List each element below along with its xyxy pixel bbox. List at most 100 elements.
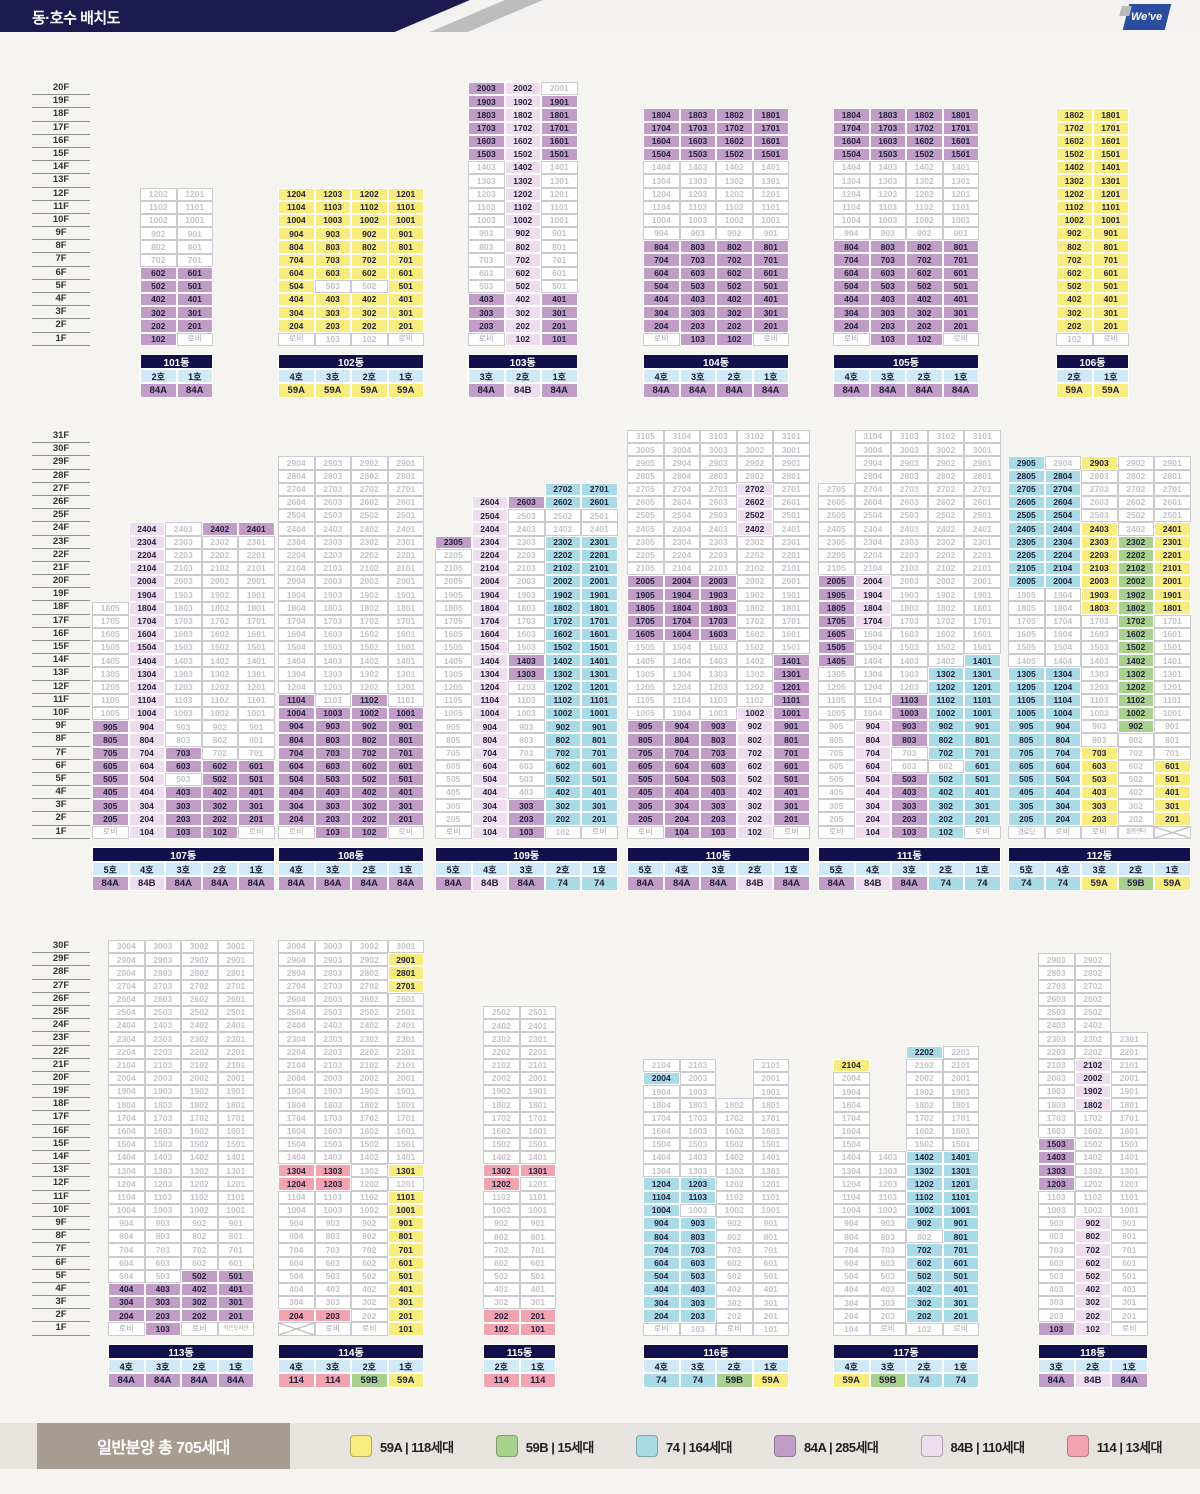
unit-cell: 1101: [581, 693, 618, 707]
floor-label: 30F: [32, 443, 90, 457]
unit-cell: 1402: [1117, 654, 1154, 668]
unit-cell: 2501: [964, 509, 1001, 523]
unit-cell: 1303: [165, 667, 202, 681]
floor-row: 2304 2303 2302 2301: [92, 535, 275, 549]
unit-cell: 1303: [869, 1164, 906, 1178]
unit-cell: 1002: [351, 706, 388, 721]
floor-label: 23F: [32, 536, 90, 549]
unit-cell: 2202: [201, 548, 238, 562]
unit-cell: 2004: [833, 1071, 870, 1086]
unit-type-label: 59A: [387, 383, 424, 398]
floor-row: 2302 2301: [483, 1032, 556, 1046]
floor-label: 11F: [32, 201, 90, 214]
unit-cell: 201: [541, 319, 578, 333]
floor-row: 1303 1302 1301: [468, 174, 578, 188]
floor-row: 605 604 603 602 601: [627, 759, 810, 773]
unit-column-label: 1호: [387, 369, 424, 383]
floor-row: 204 203 202 201: [278, 319, 424, 333]
unit-column-label: 1호: [1111, 1359, 1148, 1373]
unit-cell: 1001: [942, 213, 979, 228]
unit-cell: 801: [238, 733, 275, 747]
unit-cell: 1202: [483, 1177, 520, 1191]
unit-cell: 602: [351, 266, 388, 280]
floor-row: 2404 2403 2402 2401: [92, 522, 275, 536]
unit-cell: 602: [181, 1256, 218, 1270]
unit-cell: 1601: [752, 134, 789, 148]
unit-cell: 1802: [927, 601, 964, 615]
unit-cell: 1101: [1111, 1190, 1148, 1204]
unit-column-label: 1호: [387, 1359, 424, 1373]
floor-row: 2604 2603 2602 2601: [108, 992, 254, 1006]
floor-row: 2202 2201: [833, 1045, 979, 1059]
floor-row: 2605 2604 2603 2602 2601: [1008, 495, 1191, 510]
unit-cell: 702: [351, 253, 388, 267]
unit-cell: 1801: [773, 601, 810, 615]
unit-cell: 1701: [387, 1111, 424, 1125]
unit-cell: 1801: [942, 108, 979, 122]
floor-row: 1704 1703 1702 1701: [108, 1111, 254, 1125]
unit-cell: 1901: [519, 1085, 556, 1099]
unit-cell: 603: [468, 266, 505, 280]
unit-cell: 2303: [314, 535, 351, 549]
unit-type-labels: 84A 84B 84A 74 74: [818, 876, 1001, 892]
unit-cell: 1101: [387, 200, 424, 214]
unit-cell: 1902: [736, 588, 773, 602]
floor-row: 1705 1704 1703 1702 1701: [627, 614, 810, 628]
facility-cell: 로비: [581, 825, 618, 839]
unit-cell: 803: [700, 733, 737, 747]
floor-row: 2505 2504 2503 2502 2501: [627, 509, 810, 523]
unit-cell: 1502: [181, 1137, 218, 1151]
unit-cell: 1103: [700, 693, 737, 707]
unit-cell: 503: [891, 772, 928, 787]
unit-cell: 2801: [387, 966, 424, 980]
floor-row: 1505 1504 1503 1502 1501: [1008, 641, 1191, 655]
unit-cell: 402: [716, 1282, 753, 1297]
unit-cell: 1002: [927, 706, 964, 721]
unit-cell: 1401: [1111, 1151, 1148, 1165]
floor-row: 604 603 602 601: [278, 266, 424, 280]
floor-label: 19F: [32, 95, 90, 109]
unit-cell: 301: [387, 799, 424, 813]
building-name: 117동: [833, 1344, 979, 1359]
unit-cell: 403: [468, 293, 505, 307]
floor-axis: 20F 19F 18F 17F 16F 15F 14F 13F 12F 11F 10F 9F 8F 7F 6…: [32, 82, 90, 346]
floor-row: 1005 1004 1003 1002 1001: [435, 706, 618, 721]
unit-cell: 2305: [627, 535, 664, 549]
unit-cell: 1401: [942, 161, 979, 175]
floor-row: 1204 1203 1202 1201: [643, 1177, 789, 1191]
unit-cell: 2702: [1074, 979, 1111, 993]
unit-cell: 1005: [818, 706, 855, 721]
unit-cell: 902: [1117, 720, 1154, 734]
unit-cell: 2303: [508, 535, 545, 549]
unit-cell: 1001: [519, 1203, 556, 1217]
unit-cell: 401: [387, 1282, 424, 1297]
unit-cell: 802: [716, 1230, 753, 1244]
unit-cell: [92, 549, 129, 562]
floor-row: 1904 1903 1902 1901: [278, 1085, 424, 1099]
unit-cell: 1501: [519, 1137, 556, 1152]
unit-cell: 2404: [108, 1019, 145, 1033]
floor-row: 1703 1702 1701: [468, 121, 578, 135]
unit-cell: 1203: [1038, 1177, 1075, 1191]
unit-cell: 1701: [1154, 614, 1191, 628]
unit-cell: 2001: [541, 82, 578, 96]
unit-cell: 2402: [351, 522, 388, 536]
unit-cell: 1104: [643, 200, 680, 214]
unit-cell: 801: [942, 240, 979, 254]
unit-cell: [472, 483, 509, 496]
floor-row: 505 504 503 502 501: [92, 772, 275, 787]
unit-cell: 2003: [891, 575, 928, 589]
unit-cell: 102: [716, 332, 753, 346]
unit-cell: 2203: [891, 548, 928, 562]
floor-row: 1603 1602 1601: [468, 134, 578, 148]
floor-row: 804 803 802 801: [278, 733, 424, 747]
floor-row: 803 802 801: [468, 240, 578, 254]
page-title: 동·호수 배치도: [32, 10, 120, 27]
unit-cell: 3103: [891, 430, 928, 444]
floor-row: 2905 2904 2903 2902 2901: [1008, 456, 1191, 470]
floor-label: 21F: [32, 562, 90, 576]
unit-cell: 1902: [906, 1085, 943, 1099]
building-name: 112동: [1008, 847, 1191, 863]
unit-column-labels: 4호 3호 2호 1호: [833, 1359, 979, 1373]
unit-cell: 2104: [643, 1058, 680, 1072]
